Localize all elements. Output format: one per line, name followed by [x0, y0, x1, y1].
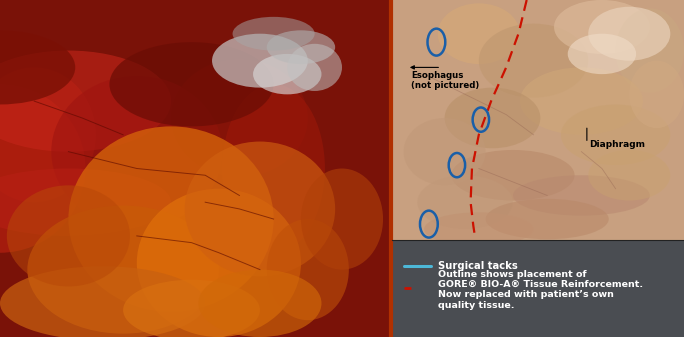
Ellipse shape — [109, 42, 274, 126]
Ellipse shape — [301, 168, 383, 270]
Ellipse shape — [445, 88, 540, 148]
Ellipse shape — [212, 34, 308, 88]
Ellipse shape — [629, 61, 684, 128]
Ellipse shape — [185, 142, 335, 276]
Ellipse shape — [0, 168, 171, 236]
Ellipse shape — [451, 150, 575, 201]
Ellipse shape — [417, 175, 513, 229]
Ellipse shape — [0, 51, 171, 152]
Ellipse shape — [123, 280, 260, 337]
Ellipse shape — [424, 212, 534, 246]
Ellipse shape — [0, 266, 205, 337]
Text: Outline shows placement of
GORE® BIO-A® Tissue Reinforcement.
Now replaced with : Outline shows placement of GORE® BIO-A® … — [438, 270, 643, 310]
Ellipse shape — [588, 7, 670, 61]
Ellipse shape — [27, 206, 219, 334]
Bar — [392, 240, 684, 337]
Ellipse shape — [137, 189, 301, 337]
Text: Surgical tacks: Surgical tacks — [438, 261, 518, 271]
Ellipse shape — [233, 17, 315, 51]
Ellipse shape — [479, 24, 588, 98]
Ellipse shape — [404, 118, 486, 185]
Ellipse shape — [267, 219, 349, 320]
Ellipse shape — [171, 59, 308, 177]
Text: Esophagus
(not pictured): Esophagus (not pictured) — [411, 71, 479, 90]
Ellipse shape — [198, 270, 321, 337]
Ellipse shape — [554, 0, 650, 54]
Ellipse shape — [51, 76, 222, 227]
Ellipse shape — [568, 34, 636, 74]
Ellipse shape — [438, 3, 520, 64]
Text: Diaphragm: Diaphragm — [590, 141, 646, 149]
Ellipse shape — [267, 30, 335, 64]
Ellipse shape — [513, 175, 650, 216]
Ellipse shape — [520, 67, 643, 135]
Ellipse shape — [68, 126, 274, 312]
Ellipse shape — [222, 84, 325, 253]
Ellipse shape — [616, 8, 684, 93]
Bar — [0, 0, 390, 337]
Ellipse shape — [0, 84, 86, 253]
Bar — [392, 0, 684, 240]
Ellipse shape — [287, 44, 342, 91]
Ellipse shape — [0, 30, 75, 104]
Ellipse shape — [561, 104, 670, 165]
Ellipse shape — [486, 199, 609, 239]
Ellipse shape — [7, 185, 130, 286]
Ellipse shape — [588, 150, 670, 201]
Ellipse shape — [253, 54, 321, 94]
Ellipse shape — [0, 67, 96, 202]
